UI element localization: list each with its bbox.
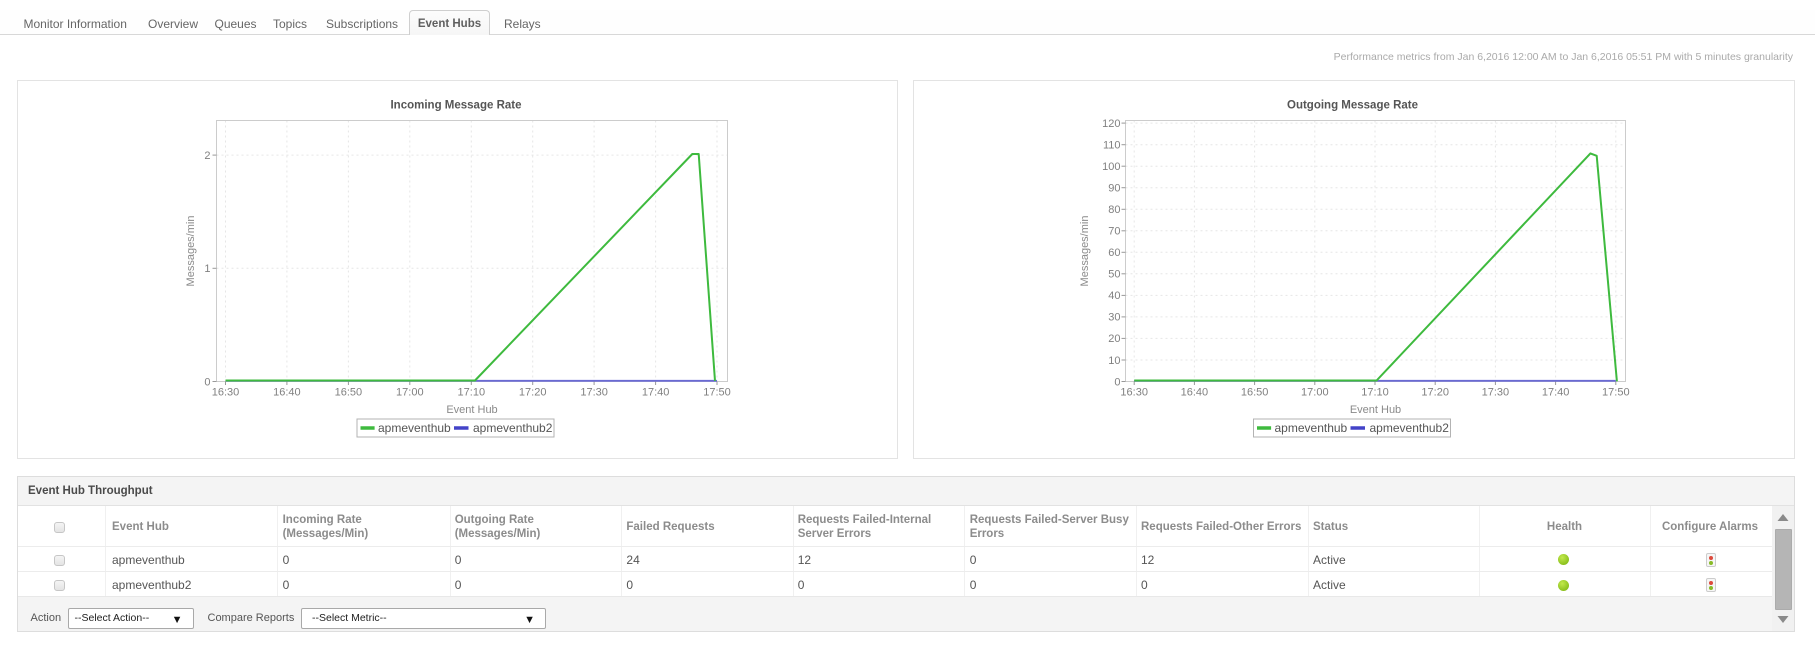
svg-text:110: 110: [1103, 140, 1121, 152]
svg-text:2: 2: [204, 150, 210, 162]
svg-text:16:50: 16:50: [1241, 387, 1269, 399]
svg-text:0: 0: [1114, 376, 1120, 388]
svg-text:17:40: 17:40: [642, 387, 670, 399]
svg-text:apmeventhub2: apmeventhub2: [473, 421, 553, 435]
svg-text:80: 80: [1108, 204, 1120, 216]
svg-text:Messages/min: Messages/min: [185, 216, 197, 287]
svg-text:0: 0: [204, 376, 210, 388]
svg-text:16:40: 16:40: [1181, 387, 1209, 399]
svg-text:17:50: 17:50: [703, 387, 731, 399]
svg-text:16:30: 16:30: [1120, 387, 1148, 399]
svg-text:1: 1: [204, 263, 210, 275]
svg-text:17:00: 17:00: [396, 387, 424, 399]
svg-text:120: 120: [1102, 118, 1120, 130]
svg-text:17:40: 17:40: [1542, 387, 1570, 399]
svg-text:30: 30: [1108, 312, 1120, 324]
svg-text:17:10: 17:10: [458, 387, 486, 399]
svg-text:17:10: 17:10: [1361, 387, 1389, 399]
svg-text:apmeventhub: apmeventhub: [378, 421, 451, 435]
svg-text:100: 100: [1102, 161, 1120, 173]
svg-text:apmeventhub: apmeventhub: [1275, 421, 1348, 435]
svg-text:Event Hub: Event Hub: [1350, 404, 1401, 416]
svg-text:10: 10: [1108, 355, 1120, 367]
svg-text:60: 60: [1108, 247, 1120, 259]
svg-text:17:20: 17:20: [519, 387, 547, 399]
svg-text:Outgoing Message Rate: Outgoing Message Rate: [1287, 99, 1418, 111]
svg-text:16:50: 16:50: [335, 387, 363, 399]
svg-text:Incoming Message Rate: Incoming Message Rate: [390, 99, 521, 111]
svg-text:apmeventhub2: apmeventhub2: [1370, 421, 1450, 435]
svg-text:16:40: 16:40: [273, 387, 301, 399]
svg-text:17:50: 17:50: [1602, 387, 1630, 399]
svg-text:Messages/min: Messages/min: [1079, 216, 1091, 287]
svg-text:17:00: 17:00: [1301, 387, 1329, 399]
svg-text:17:20: 17:20: [1421, 387, 1449, 399]
svg-text:40: 40: [1108, 290, 1120, 302]
svg-text:70: 70: [1108, 226, 1120, 238]
svg-text:16:30: 16:30: [212, 387, 240, 399]
svg-text:Event Hub: Event Hub: [446, 404, 497, 416]
svg-text:17:30: 17:30: [580, 387, 608, 399]
svg-text:17:30: 17:30: [1482, 387, 1510, 399]
svg-text:90: 90: [1108, 183, 1120, 195]
svg-text:50: 50: [1108, 269, 1120, 281]
svg-text:20: 20: [1108, 333, 1120, 345]
